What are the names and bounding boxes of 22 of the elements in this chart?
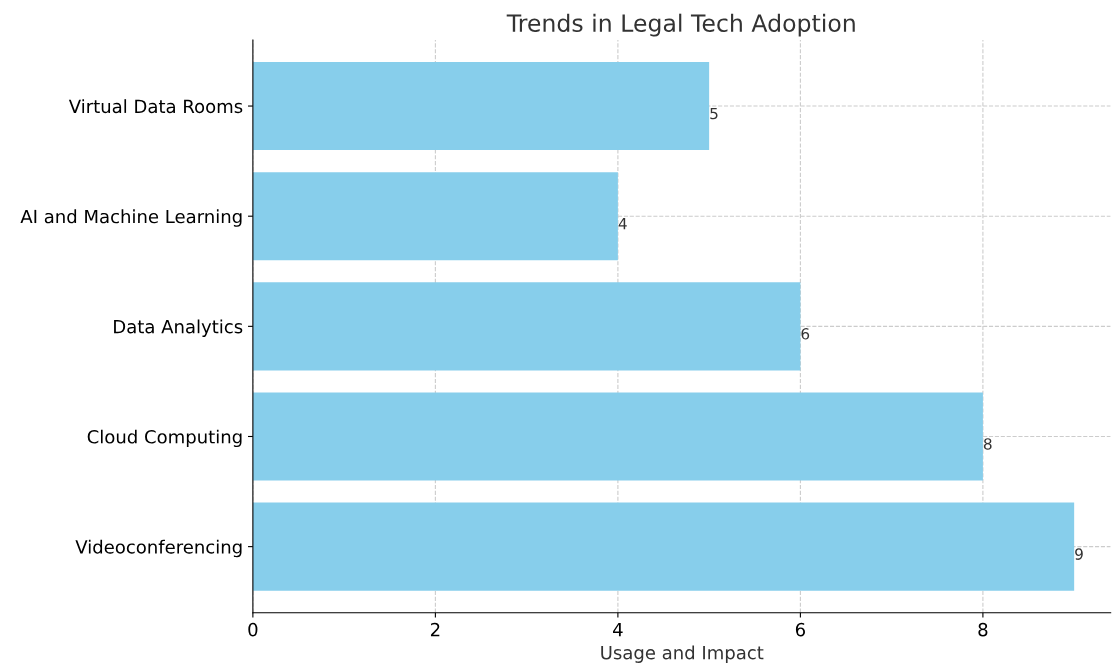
x-tick-label: 6 [795, 622, 805, 637]
chart-title: Trends in Legal Tech Adoption [506, 13, 855, 37]
y-tick-label: AI and Machine Learning [20, 209, 242, 227]
bar [252, 502, 1075, 591]
bar [252, 172, 618, 261]
bar [252, 61, 710, 151]
bar [252, 282, 801, 371]
data-label: 5 [710, 107, 718, 120]
x-tick-label: 8 [978, 622, 988, 637]
x-axis-title: Usage and Impact [601, 645, 764, 663]
y-tick-label: Data Analytics [114, 319, 243, 337]
y-tick-label: Virtual Data Rooms [68, 99, 243, 114]
x-tick-label: 4 [613, 623, 623, 637]
x-tick-label: 0 [248, 622, 258, 637]
x-tick-label: 2 [430, 622, 440, 637]
data-label: 9 [1075, 548, 1083, 560]
y-tick-label: Videoconferencing [75, 539, 242, 558]
data-label: 4 [618, 218, 627, 230]
data-label: 8 [983, 438, 992, 450]
bar [252, 392, 983, 481]
data-label: 6 [801, 328, 810, 340]
y-tick-label: Cloud Computing [87, 429, 242, 448]
